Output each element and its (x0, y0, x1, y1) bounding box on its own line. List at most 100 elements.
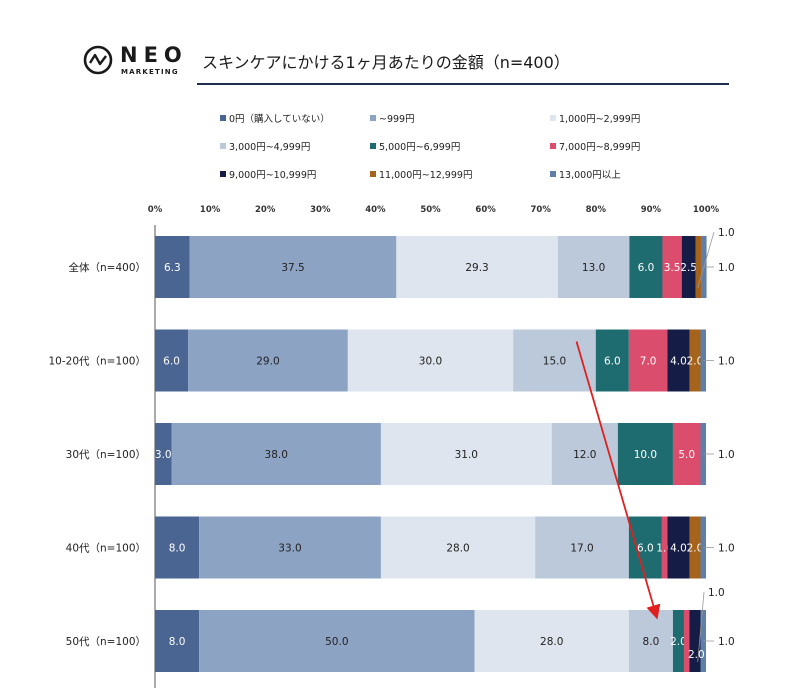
data-label: 8.0 (643, 636, 660, 648)
trend-arrow (575, 341, 661, 620)
bar-segment (628, 516, 662, 579)
legend-swatch (370, 171, 376, 177)
legend-label: ~999円 (379, 114, 415, 125)
legend-item: 1,000円~2,999円 (550, 111, 640, 125)
bar-segment (681, 236, 696, 298)
bar-segment (617, 423, 673, 485)
x-tick-label: 0% (148, 205, 163, 215)
legend-item: ~999円 (370, 111, 415, 125)
outside-label: 1.0 (718, 227, 735, 239)
legend-label: 0円（購入していない） (229, 114, 330, 125)
data-label: 29.3 (465, 262, 488, 274)
legend-item: 7,000円~8,999円 (550, 139, 640, 153)
brand-name: NEO (120, 43, 188, 67)
data-label: 4.0 (670, 543, 687, 555)
data-label: 13.0 (582, 262, 605, 274)
leader-line (697, 231, 715, 289)
data-label: 29.0 (256, 356, 279, 368)
data-label: 6.0 (638, 262, 655, 274)
legend-item: 9,000円~10,999円 (220, 167, 316, 181)
bar-segment (628, 329, 668, 392)
outside-label: 1.0 (718, 262, 735, 274)
legend-swatch (370, 143, 376, 149)
x-tick-label: 10% (200, 205, 221, 215)
bar-segment (629, 236, 663, 298)
x-tick-label: 60% (475, 205, 496, 215)
legend-item: 13,000円以上 (550, 167, 621, 181)
outside-label: 1.0 (718, 449, 735, 461)
data-label: 15.0 (543, 356, 566, 368)
legend-swatch (550, 115, 556, 121)
legend-label: 7,000円~8,999円 (559, 142, 641, 153)
data-label: 2.0 (670, 636, 687, 648)
chart-title: スキンケアにかける1ヶ月あたりの金額（n=400） (202, 53, 570, 72)
outside-label: 1.0 (718, 543, 735, 555)
bar-segment (551, 423, 618, 485)
legend-label: 3,000円~4,999円 (229, 142, 311, 153)
bar-segment (557, 236, 630, 298)
bar-segment (155, 610, 200, 672)
bar-segment (155, 329, 189, 392)
data-label: 2.0 (687, 356, 704, 368)
bar-segment (595, 329, 629, 392)
x-tick-label: 70% (531, 205, 552, 215)
category-label: 50代（n=100） (66, 636, 146, 648)
bar-segment (667, 329, 690, 392)
x-tick-label: 30% (310, 205, 331, 215)
neo-logo: NEO MARKETING (83, 42, 193, 82)
data-label: 33.0 (278, 543, 301, 555)
outside-label: 1.0 (718, 356, 735, 368)
bar-segment (695, 236, 702, 298)
legend-swatch (220, 171, 226, 177)
bar-segment (199, 516, 381, 579)
data-label: 6.3 (164, 262, 181, 274)
legend-swatch (220, 143, 226, 149)
data-label: 8.0 (169, 543, 186, 555)
bar-segment (188, 329, 348, 392)
data-label: 50.0 (325, 636, 348, 648)
data-label: 5.0 (678, 449, 695, 461)
data-label: 6.0 (637, 543, 654, 555)
bar-segment (672, 610, 684, 672)
x-tick-label: 50% (420, 205, 441, 215)
bar-segment (661, 516, 668, 579)
bar-segment (155, 236, 190, 298)
data-label: 28.0 (446, 543, 469, 555)
x-tick-label: 80% (586, 205, 607, 215)
bar-segment (380, 516, 536, 579)
bar-segment (155, 423, 172, 485)
data-label: 12.0 (573, 449, 596, 461)
bar-segment (689, 516, 701, 579)
bar-segment (672, 423, 701, 485)
legend-swatch (550, 171, 556, 177)
bar-segment (667, 516, 690, 579)
category-label: 10-20代（n=100） (48, 356, 146, 368)
bar-segment (155, 516, 200, 579)
data-label: 17.0 (570, 543, 593, 555)
bar-segment (535, 516, 629, 579)
x-tick-label: 20% (255, 205, 276, 215)
data-label: 4.0 (670, 356, 687, 368)
bar-segment (189, 236, 397, 298)
data-label: 8.0 (169, 636, 186, 648)
leader-line (697, 591, 705, 663)
legend-swatch (220, 115, 226, 121)
data-label: 30.0 (419, 356, 442, 368)
data-label: 28.0 (540, 636, 563, 648)
bar-segment (396, 236, 558, 298)
bar-segment (171, 423, 381, 485)
data-label: 37.5 (281, 262, 304, 274)
data-label: 2.5 (680, 262, 697, 274)
bar-segment (689, 610, 701, 672)
bar-segment (628, 610, 673, 672)
data-label: 7.0 (640, 356, 657, 368)
data-label: 6.0 (163, 356, 180, 368)
x-tick-label: 90% (641, 205, 662, 215)
legend-label: 13,000円以上 (559, 170, 621, 181)
legend-label: 1,000円~2,999円 (559, 114, 641, 125)
outside-label: 1.0 (718, 636, 735, 648)
outside-label: 1.0 (708, 587, 725, 599)
category-label: 30代（n=100） (66, 449, 146, 461)
category-label: 全体（n=400） (69, 261, 147, 274)
